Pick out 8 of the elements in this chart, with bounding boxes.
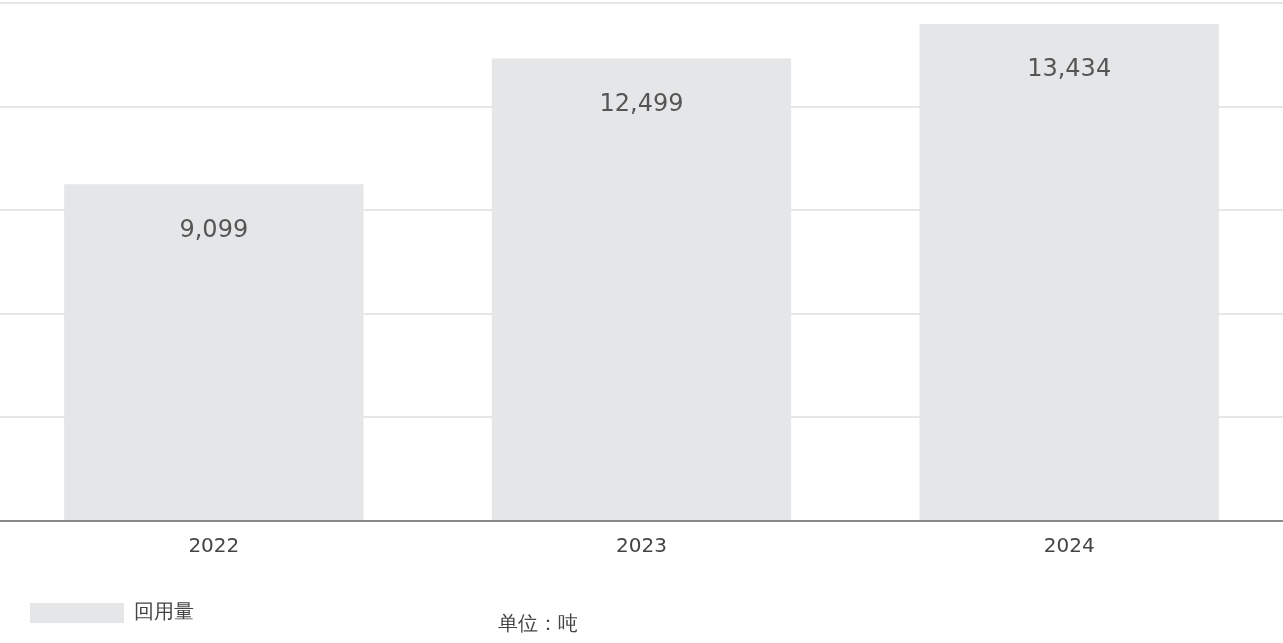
text: 单位：吨 [498, 610, 578, 637]
x-tick-label: 2024 [1043, 533, 1095, 558]
legend-label: 回用量 [134, 599, 194, 624]
data-label: 13,434 [1027, 54, 1112, 83]
x-tick-label: 2022 [188, 533, 240, 558]
data-label: 9,099 [179, 214, 249, 243]
data-label: 12,499 [599, 88, 684, 117]
x-tick-label: 2023 [616, 533, 667, 558]
